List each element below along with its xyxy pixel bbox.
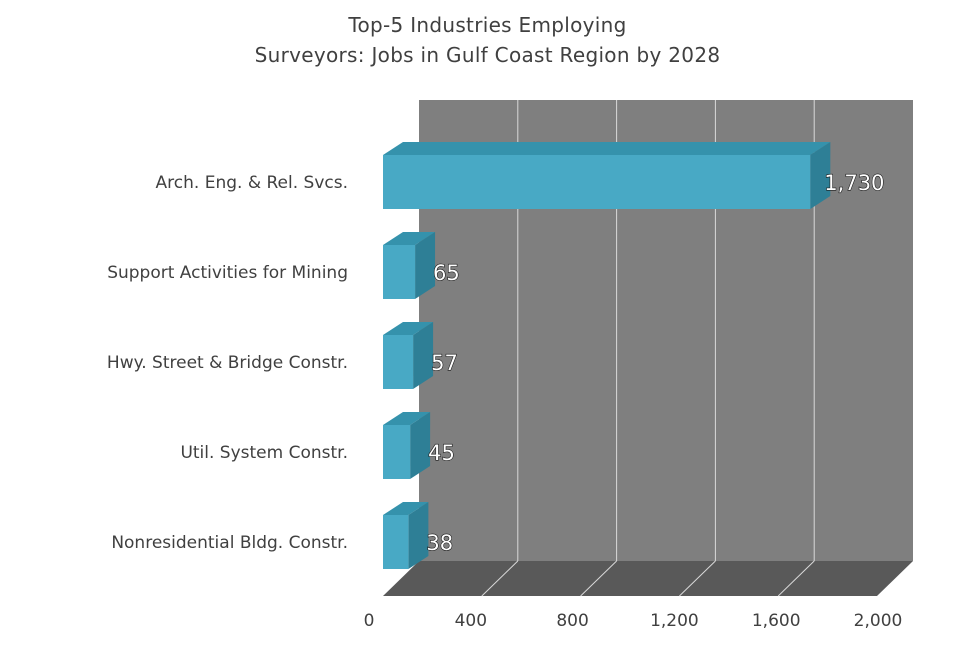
chart-data-labels: 1,730 65 57 45 38 bbox=[426, 170, 885, 555]
category-label: Hwy. Street & Bridge Constr. bbox=[107, 353, 348, 373]
x-tick-label: 1,600 bbox=[752, 611, 801, 631]
bar-top-face bbox=[383, 322, 434, 335]
chart-title-line-1: Top-5 Industries Employing bbox=[348, 13, 627, 37]
category-label: Arch. Eng. & Rel. Svcs. bbox=[156, 173, 348, 193]
data-label: 38 bbox=[426, 531, 453, 555]
category-label: Support Activities for Mining bbox=[107, 263, 348, 283]
bar-top-face bbox=[383, 142, 831, 155]
data-label: 57 bbox=[431, 351, 458, 375]
gridline-floor bbox=[580, 560, 617, 597]
bar bbox=[383, 335, 414, 389]
x-tick-label: 0 bbox=[364, 611, 375, 631]
gridline-floor bbox=[777, 560, 815, 597]
x-tick-label: 2,000 bbox=[854, 611, 903, 631]
floor bbox=[383, 561, 913, 596]
chart-category-labels: Arch. Eng. & Rel. Svcs. Support Activitie… bbox=[107, 173, 348, 553]
x-tick-label: 1,200 bbox=[650, 611, 699, 631]
bar-top-face bbox=[383, 232, 436, 245]
x-tick-label: 400 bbox=[455, 611, 487, 631]
bar bbox=[383, 425, 411, 479]
bar bbox=[383, 245, 416, 299]
category-label: Util. System Constr. bbox=[180, 443, 348, 463]
gridline-floor bbox=[481, 560, 519, 597]
chart-floor bbox=[383, 560, 913, 597]
bar-top-face bbox=[383, 412, 431, 425]
data-label: 65 bbox=[433, 261, 460, 285]
data-label: 45 bbox=[428, 441, 455, 465]
x-tick-label: 800 bbox=[556, 611, 588, 631]
chart-bars bbox=[383, 142, 831, 569]
chart-x-tick-labels: 0 400 800 1,200 1,600 2,000 bbox=[364, 611, 903, 631]
bar-side-face bbox=[413, 322, 434, 389]
bar-side-face bbox=[415, 232, 436, 299]
bar-side-face bbox=[410, 412, 431, 479]
chart-title: Top-5 Industries Employing Surveyors: Jo… bbox=[0, 10, 975, 70]
bar-side-face bbox=[408, 502, 429, 569]
category-label: Nonresidential Bldg. Constr. bbox=[111, 533, 348, 553]
bar bbox=[383, 155, 811, 209]
chart-title-line-2: Surveyors: Jobs in Gulf Coast Region by … bbox=[254, 43, 721, 67]
bar-side-face bbox=[810, 142, 831, 209]
data-label: 1,730 bbox=[824, 171, 884, 195]
bar-top-face bbox=[383, 502, 429, 515]
gridline-floor bbox=[679, 560, 716, 597]
bar bbox=[383, 515, 409, 569]
